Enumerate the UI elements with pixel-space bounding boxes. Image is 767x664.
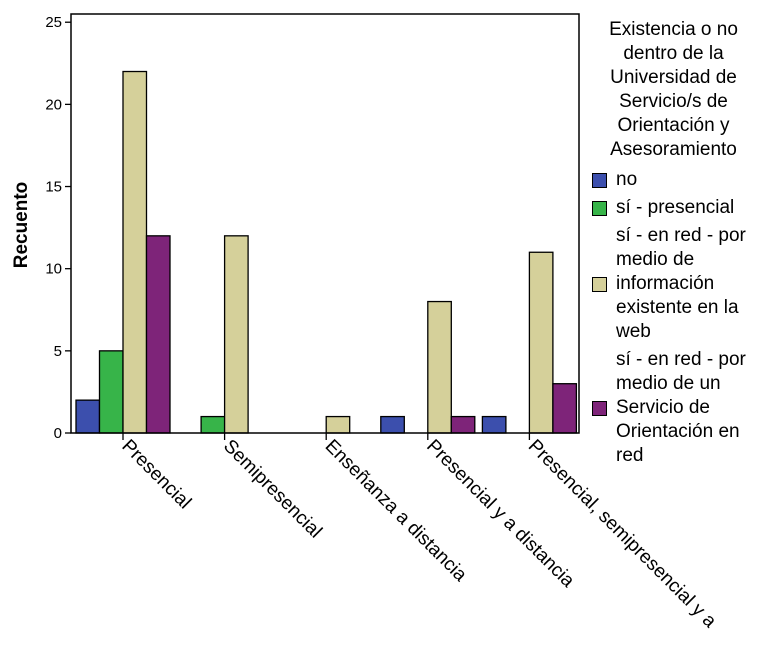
bar [223, 235, 249, 434]
bar [552, 383, 578, 434]
legend-item-si-red-servicio: sí - en red - por medio de un Servicio d… [580, 348, 767, 468]
legend-swatch-si-red-web [592, 276, 607, 292]
legend-label: no [616, 169, 638, 190]
legend-label: sí - en red - por medio de un Servicio d… [616, 349, 746, 466]
x-tick-label: Semipresencial [219, 436, 326, 543]
legend-item-si-red-web: sí - en red - por medio de información e… [580, 224, 767, 344]
bar [427, 300, 452, 434]
legend-title: Existencia o no dentro de la Universidad… [609, 19, 738, 160]
y-tick-label: 0 [54, 425, 62, 442]
bar [75, 399, 101, 434]
bar [528, 251, 554, 434]
bar [481, 415, 507, 434]
bar [98, 350, 124, 434]
legend-swatch-no [592, 172, 607, 188]
plot-frame [70, 13, 580, 434]
bar [325, 415, 351, 434]
legend-label: sí - en red - por medio de información e… [616, 225, 746, 342]
bar [145, 235, 171, 434]
bar [122, 70, 148, 434]
y-tick-label: 10 [45, 261, 62, 278]
legend-item-no: no [580, 168, 767, 192]
y-tick-label: 25 [45, 14, 62, 31]
bar [450, 415, 476, 434]
legend-swatch-si-presencial [592, 200, 607, 216]
y-tick-label: 20 [45, 96, 62, 113]
legend-swatch-si-red-servicio [592, 400, 607, 416]
legend-item-si-presencial: sí - presencial [580, 196, 767, 220]
y-tick-label: 15 [45, 179, 62, 196]
x-tick-label: Presencial [117, 436, 195, 514]
y-axis-title: Recuento [11, 182, 32, 269]
bar [200, 415, 226, 434]
bar [380, 415, 405, 434]
legend: Existencia o no dentro de la Universidad… [580, 18, 767, 472]
y-tick-label: 5 [54, 343, 62, 360]
legend-label: sí - presencial [616, 197, 735, 218]
